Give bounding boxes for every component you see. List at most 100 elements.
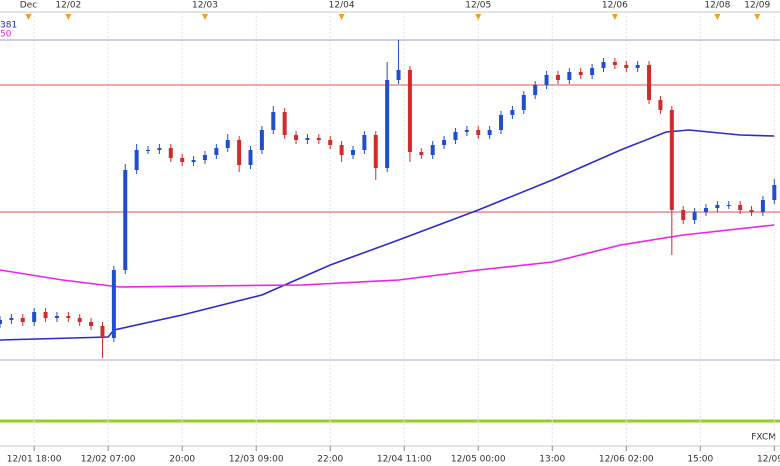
candle-body bbox=[20, 318, 25, 322]
candle-body bbox=[590, 68, 595, 75]
candle-body bbox=[499, 115, 504, 130]
event-marker bbox=[65, 14, 72, 20]
x-tick-label: 20:00 bbox=[169, 455, 195, 465]
x-tick-label: 12/06 02:00 bbox=[599, 455, 654, 465]
event-label: 12/02 bbox=[55, 1, 81, 11]
candle-body bbox=[294, 135, 299, 140]
candle-body bbox=[328, 140, 333, 145]
candle-body bbox=[692, 212, 697, 220]
legend-label: 50 bbox=[0, 30, 12, 40]
candle-body bbox=[669, 110, 674, 210]
legend-label: 381 bbox=[0, 21, 17, 31]
candle-body bbox=[715, 205, 720, 208]
candle-body bbox=[157, 148, 162, 150]
candle-body bbox=[89, 322, 94, 326]
candle-body bbox=[612, 62, 617, 65]
event-marker bbox=[714, 14, 721, 20]
ma-line bbox=[0, 224, 775, 288]
event-label: 12/04 bbox=[329, 1, 355, 11]
candle-body bbox=[9, 318, 14, 320]
candle-body bbox=[487, 130, 492, 135]
candle-body bbox=[510, 110, 515, 115]
candle-body bbox=[146, 150, 151, 151]
candle-body bbox=[100, 326, 105, 338]
candle-body bbox=[521, 95, 526, 110]
candle-body bbox=[305, 138, 310, 140]
candle-body bbox=[430, 145, 435, 155]
candle-body bbox=[77, 318, 82, 322]
x-tick-label: 13:00 bbox=[539, 455, 565, 465]
candle-body bbox=[168, 148, 173, 158]
candle-body bbox=[259, 130, 264, 150]
candle-body bbox=[476, 130, 481, 135]
candle-body bbox=[555, 75, 560, 80]
event-marker bbox=[754, 14, 761, 20]
event-marker bbox=[475, 14, 482, 20]
source-label: FXCM bbox=[751, 433, 776, 443]
candle-body bbox=[703, 208, 708, 212]
candle-body bbox=[202, 155, 207, 160]
event-label: 12/06 bbox=[602, 1, 628, 11]
event-label: 12/05 bbox=[465, 1, 491, 11]
x-tick-label: 12/01 18:00 bbox=[7, 455, 62, 465]
candle-body bbox=[419, 152, 424, 155]
candle-body bbox=[362, 135, 367, 150]
candle-body bbox=[248, 150, 253, 165]
candle-body bbox=[373, 135, 378, 168]
candle-body bbox=[316, 138, 321, 140]
candle-body bbox=[453, 132, 458, 140]
x-tick-label: 22:00 bbox=[317, 455, 343, 465]
x-tick-label: 12/04 11:00 bbox=[377, 455, 432, 465]
candle-body bbox=[0, 320, 2, 324]
candle-body bbox=[66, 316, 71, 318]
candle-body bbox=[123, 170, 128, 270]
candle-body bbox=[180, 158, 185, 162]
candle-body bbox=[567, 72, 572, 80]
candle-body bbox=[533, 85, 538, 95]
candle-body bbox=[339, 145, 344, 155]
candle-body bbox=[32, 312, 37, 322]
candle-body bbox=[237, 140, 242, 165]
candle-body bbox=[407, 70, 412, 152]
candle-body bbox=[681, 210, 686, 220]
candle-body bbox=[738, 205, 743, 210]
x-tick-label: 12/02 07:00 bbox=[81, 455, 136, 465]
event-marker bbox=[611, 14, 618, 20]
candle-body bbox=[214, 148, 219, 155]
candle-body bbox=[442, 140, 447, 145]
ma-line bbox=[0, 129, 775, 341]
event-label: Dec bbox=[20, 1, 37, 11]
event-marker bbox=[338, 14, 345, 20]
candle-body bbox=[282, 112, 287, 135]
event-label: 12/08 bbox=[704, 1, 730, 11]
candle-body bbox=[350, 150, 355, 155]
candle-body bbox=[271, 112, 276, 130]
candle-body bbox=[544, 75, 549, 85]
candle-body bbox=[726, 205, 731, 206]
candle-body bbox=[43, 312, 48, 318]
candle-body bbox=[225, 140, 230, 148]
candle-body bbox=[385, 80, 390, 168]
event-label: 12/03 bbox=[192, 1, 218, 11]
x-tick-label: 12/09 0 bbox=[757, 455, 780, 465]
candle-body bbox=[601, 62, 606, 68]
x-tick-label: 15:00 bbox=[687, 455, 713, 465]
candle-body bbox=[760, 200, 765, 212]
candle-body bbox=[111, 270, 116, 338]
candle-body bbox=[658, 100, 663, 110]
candle-body bbox=[772, 185, 777, 200]
candle-body bbox=[54, 316, 59, 318]
candle-body bbox=[635, 65, 640, 68]
candle-body bbox=[134, 150, 139, 170]
candle-body bbox=[396, 70, 401, 80]
x-tick-label: 12/03 09:00 bbox=[229, 455, 284, 465]
event-marker bbox=[201, 14, 208, 20]
candle-body bbox=[464, 130, 469, 132]
event-label: 12/09 bbox=[744, 1, 770, 11]
x-tick-label: 12/05 00:00 bbox=[451, 455, 506, 465]
candle-body bbox=[624, 65, 629, 68]
candle-body bbox=[578, 72, 583, 75]
candle-body bbox=[191, 160, 196, 162]
